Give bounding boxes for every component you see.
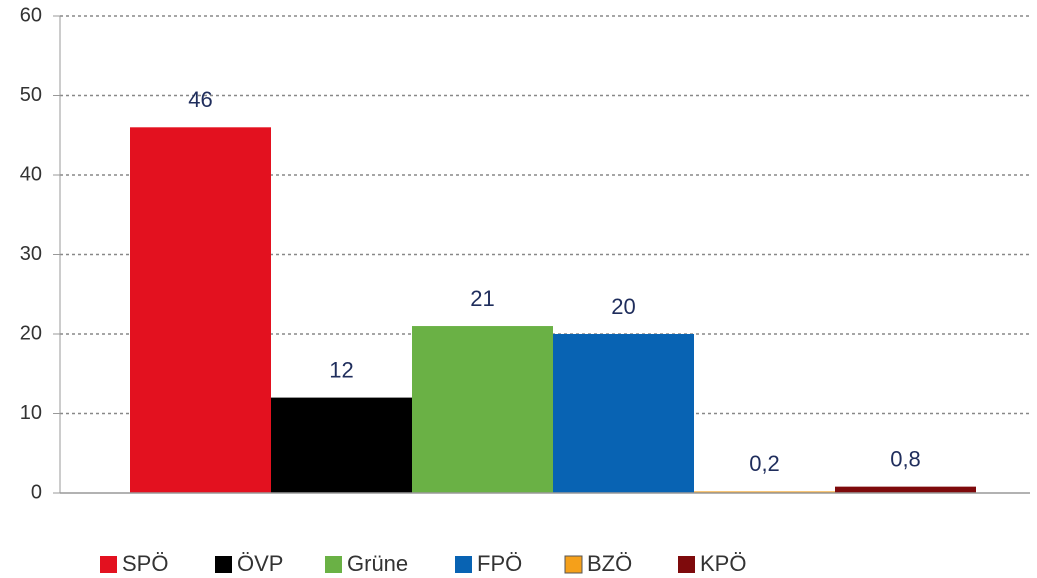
legend-label: ÖVP — [237, 551, 283, 576]
value-label: 0,2 — [749, 451, 780, 476]
value-label: 20 — [611, 294, 635, 319]
bar — [553, 334, 694, 493]
legend-label: FPÖ — [477, 551, 522, 576]
value-label: 21 — [470, 286, 494, 311]
legend-swatch — [678, 556, 695, 573]
bar — [694, 491, 835, 493]
value-label: 46 — [188, 87, 212, 112]
legend-swatch — [215, 556, 232, 573]
legend-label: Grüne — [347, 551, 408, 576]
legend-label: BZÖ — [587, 551, 632, 576]
legend-swatch — [564, 555, 583, 574]
y-tick-label: 50 — [20, 84, 42, 106]
legend-swatch — [325, 556, 342, 573]
value-label: 12 — [329, 357, 353, 382]
y-tick-label: 0 — [31, 481, 42, 503]
bar — [130, 127, 271, 494]
bar — [412, 326, 553, 493]
legend-swatch — [100, 556, 117, 573]
y-tick-label: 60 — [20, 4, 42, 26]
y-tick-label: 10 — [20, 402, 42, 424]
legend-label: KPÖ — [700, 551, 746, 576]
value-label: 0,8 — [890, 446, 921, 471]
bar — [271, 397, 412, 493]
y-tick-label: 20 — [20, 322, 42, 344]
bar — [835, 486, 976, 493]
legend-swatch — [455, 556, 472, 573]
y-tick-label: 30 — [20, 243, 42, 265]
legend-label: SPÖ — [122, 551, 168, 576]
y-tick-label: 40 — [20, 163, 42, 185]
